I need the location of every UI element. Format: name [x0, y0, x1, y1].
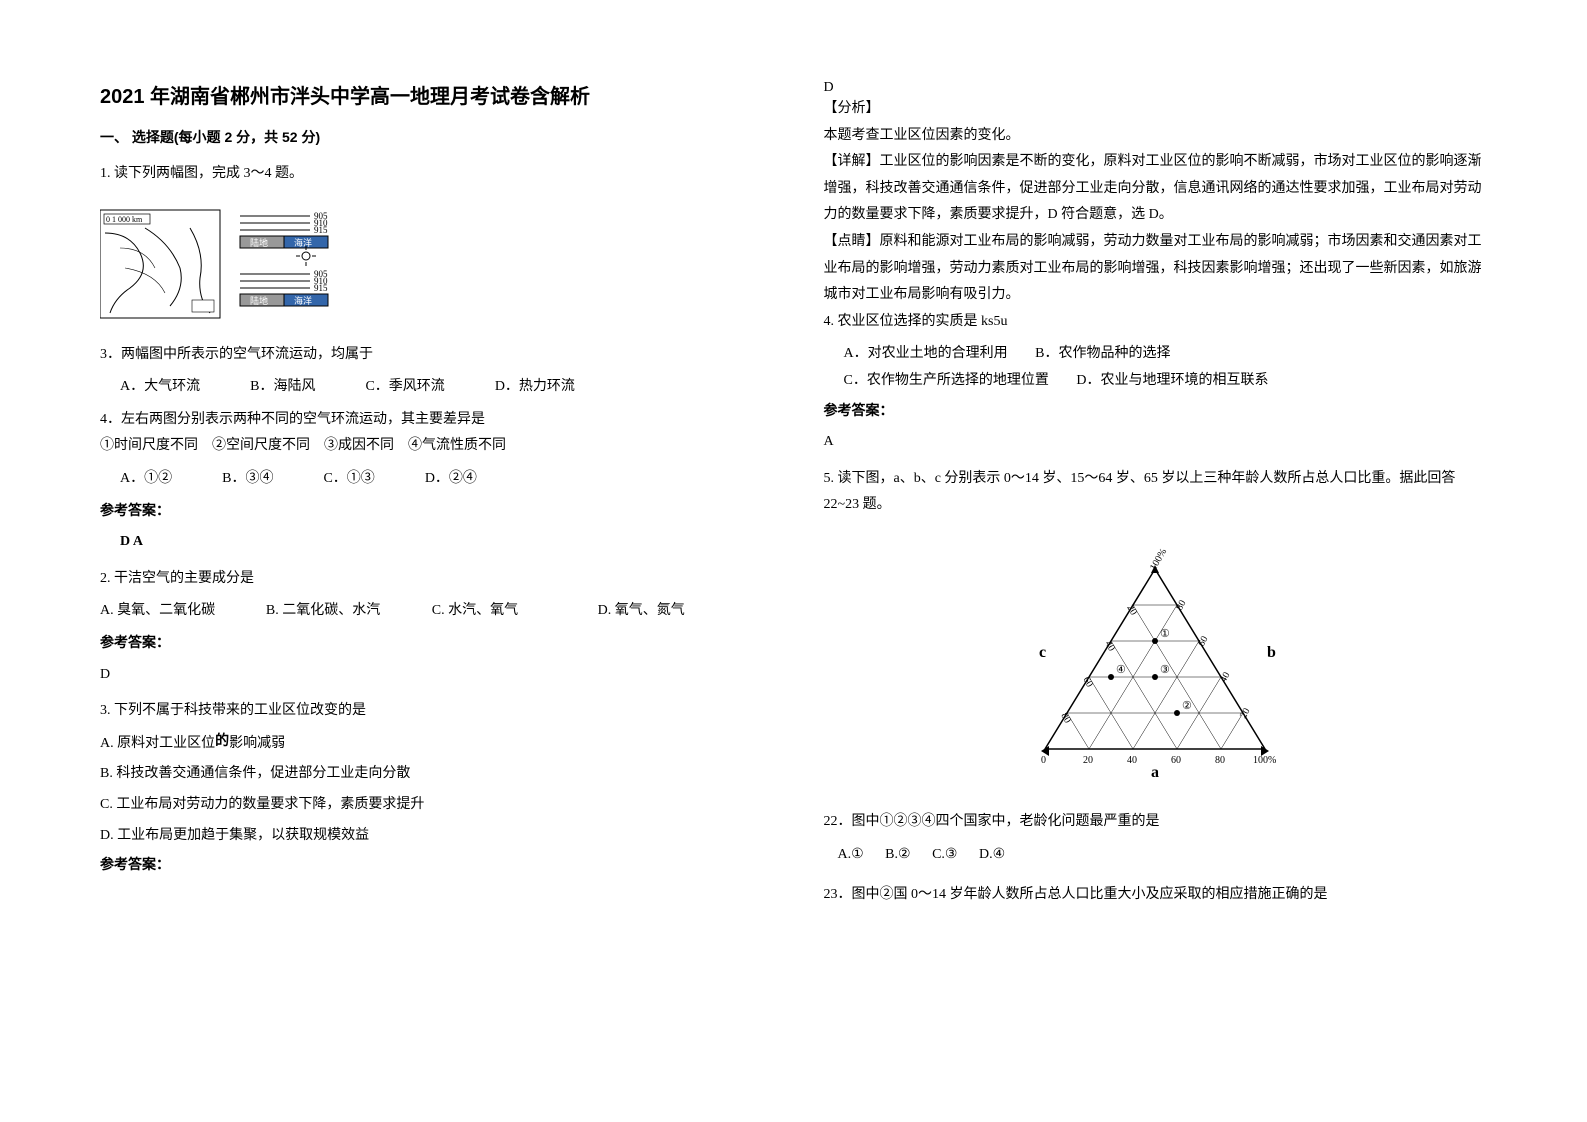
opt: A. 原料对工业区位的影响减弱 — [100, 731, 764, 758]
svg-text:80: 80 — [1215, 755, 1225, 766]
question-2: 2. 干洁空气的主要成分是 A. 臭氧、二氧化碳 B. 二氧化碳、水汽 C. 水… — [100, 566, 764, 688]
q4-stem: 4. 农业区位选择的实质是 ks5u — [824, 309, 1488, 336]
svg-text:①: ① — [1160, 628, 1170, 640]
svg-text:60: 60 — [1171, 755, 1181, 766]
opt: C．①③ — [323, 466, 374, 493]
svg-text:c: c — [1039, 644, 1046, 661]
svg-text:60: 60 — [1196, 634, 1211, 648]
q1-sub4-options: A．①② B．③④ C．①③ D．②④ — [120, 466, 764, 493]
q1-sub4: 4．左右两图分别表示两种不同的空气环流运动，其主要差异是 — [100, 407, 764, 434]
svg-text:海洋: 海洋 — [294, 237, 312, 248]
opt: D.④ — [979, 847, 1005, 862]
question-5: 5. 读下图，a、b、c 分别表示 0～14 岁、15～64 岁、65 岁以上三… — [824, 466, 1488, 909]
svg-text:100%: 100% — [1253, 755, 1276, 766]
svg-text:80: 80 — [1174, 598, 1189, 612]
svg-text:100%: 100% — [1148, 547, 1169, 573]
opt: A．大气环流 — [120, 374, 200, 401]
opt: C．农作物生产所选择的地理位置 — [844, 373, 1049, 388]
question-3: 3. 下列不属于科技带来的工业区位改变的是 A. 原料对工业区位的影响减弱 B.… — [100, 698, 764, 884]
opt: D．②④ — [425, 466, 477, 493]
detail-text: 【详解】工业区位的影响因素是不断的变化，原料对工业区位的影响不断减弱，市场对工业… — [824, 149, 1488, 229]
svg-text:海洋: 海洋 — [294, 295, 312, 306]
opt: D．热力环流 — [495, 374, 575, 401]
opt: D. 氧气、氮气 — [598, 598, 764, 625]
q2-options: A. 臭氧、二氧化碳 B. 二氧化碳、水汽 C. 水汽、氧气 D. 氧气、氮气 — [100, 598, 764, 625]
svg-text:40: 40 — [1127, 755, 1137, 766]
opt: B.② — [885, 847, 910, 862]
answer-label: 参考答案： — [824, 399, 1488, 426]
svg-text:915: 915 — [314, 283, 328, 293]
q4-answer: A — [824, 429, 1488, 456]
q1-stem: 1. 读下列两幅图，完成 3～4 题。 — [100, 161, 764, 188]
q2-answer: D — [100, 662, 764, 689]
question-4: 4. 农业区位选择的实质是 ks5u A．对农业土地的合理利用 B．农作物品种的… — [824, 309, 1488, 456]
svg-text:40: 40 — [1218, 670, 1233, 684]
opt: B．农作物品种的选择 — [1035, 346, 1170, 361]
q1-sub4-items: ①时间尺度不同 ②空间尺度不同 ③成因不同 ④气流性质不同 — [100, 433, 764, 460]
svg-text:0: 0 — [1041, 755, 1046, 766]
opt: C．季风环流 — [365, 374, 444, 401]
left-column: 2021 年湖南省郴州市泮头中学高一地理月考试卷含解析 一、 选择题(每小题 2… — [100, 80, 764, 1082]
right-column: D 【分析】 本题考查工业区位因素的变化。 【详解】工业区位的影响因素是不断的变… — [824, 80, 1488, 1082]
q4-opts-line2: C．农作物生产所选择的地理位置 D．农业与地理环境的相互联系 — [824, 368, 1488, 395]
svg-text:20: 20 — [1083, 755, 1093, 766]
q1-figure: 0 1 000 km 905 910 915 陆 — [100, 198, 360, 328]
q3-options: A. 原料对工业区位的影响减弱 B. 科技改善交通通信条件，促进部分工业走向分散… — [100, 731, 764, 849]
answer-label: 参考答案： — [100, 853, 764, 880]
svg-text:915: 915 — [314, 225, 328, 235]
q3-analysis: 【分析】 本题考查工业区位因素的变化。 【详解】工业区位的影响因素是不断的变化，… — [824, 96, 1488, 309]
opt: C. 水汽、氧气 — [432, 598, 598, 625]
opt: C.③ — [932, 847, 957, 862]
q5-triangle-figure: ① ② ③ ④ c b a 0 20 40 60 80 100% 20 — [1005, 539, 1305, 789]
svg-text:④: ④ — [1116, 664, 1126, 676]
svg-text:③: ③ — [1160, 664, 1170, 676]
section-1-header: 一、 选择题(每小题 2 分，共 52 分) — [100, 127, 764, 147]
q3-answer: D — [824, 80, 1488, 96]
svg-text:②: ② — [1182, 700, 1192, 712]
svg-text:a: a — [1151, 764, 1159, 781]
q2-stem: 2. 干洁空气的主要成分是 — [100, 566, 764, 593]
opt: B. 二氧化碳、水汽 — [266, 598, 432, 625]
opt: A. 臭氧、二氧化碳 — [100, 598, 266, 625]
q1-answer: D A — [100, 529, 764, 556]
opt: C. 工业布局对劳动力的数量要求下降，素质要求提升 — [100, 792, 764, 819]
q3-stem: 3. 下列不属于科技带来的工业区位改变的是 — [100, 698, 764, 725]
q5-sub23: 23．图中②国 0～14 岁年龄人数所占总人口比重大小及应采取的相应措施正确的是 — [824, 882, 1488, 909]
exam-title: 2021 年湖南省郴州市泮头中学高一地理月考试卷含解析 — [100, 80, 764, 109]
answer-label: 参考答案： — [100, 631, 764, 658]
opt: B．③④ — [222, 466, 273, 493]
q5-sub22-opts: A.① B.② C.③ D.④ — [838, 842, 1488, 869]
question-1: 1. 读下列两幅图，完成 3～4 题。 0 1 000 km — [100, 161, 764, 556]
svg-text:陆地: 陆地 — [250, 237, 268, 248]
opt: B．海陆风 — [250, 374, 315, 401]
q4-opts-line1: A．对农业土地的合理利用 B．农作物品种的选择 — [824, 341, 1488, 368]
q1-sub3: 3．两幅图中所表示的空气环流运动，均属于 — [100, 342, 764, 369]
scale-label: 0 1 000 km — [106, 215, 143, 224]
opt: D．农业与地理环境的相互联系 — [1076, 373, 1268, 388]
answer-label: 参考答案： — [100, 499, 764, 526]
point-text: 【点睛】原料和能源对工业布局的影响减弱，劳动力数量对工业布局的影响减弱；市场因素… — [824, 229, 1488, 309]
opt: A．①② — [120, 466, 172, 493]
svg-text:陆地: 陆地 — [250, 295, 268, 306]
opt: D. 工业布局更加趋于集聚，以获取规模效益 — [100, 823, 764, 850]
q5-stem: 5. 读下图，a、b、c 分别表示 0～14 岁、15～64 岁、65 岁以上三… — [824, 466, 1488, 519]
analysis-label: 【分析】 — [824, 96, 1488, 123]
opt: A.① — [838, 847, 864, 862]
svg-text:b: b — [1267, 644, 1276, 661]
q1-sub3-options: A．大气环流 B．海陆风 C．季风环流 D．热力环流 — [120, 374, 764, 401]
opt: B. 科技改善交通通信条件，促进部分工业走向分散 — [100, 761, 764, 788]
q5-sub22: 22．图中①②③④四个国家中，老龄化问题最严重的是 — [824, 809, 1488, 836]
opt: A．对农业土地的合理利用 — [844, 346, 1008, 361]
analysis-text: 本题考查工业区位因素的变化。 — [824, 123, 1488, 150]
